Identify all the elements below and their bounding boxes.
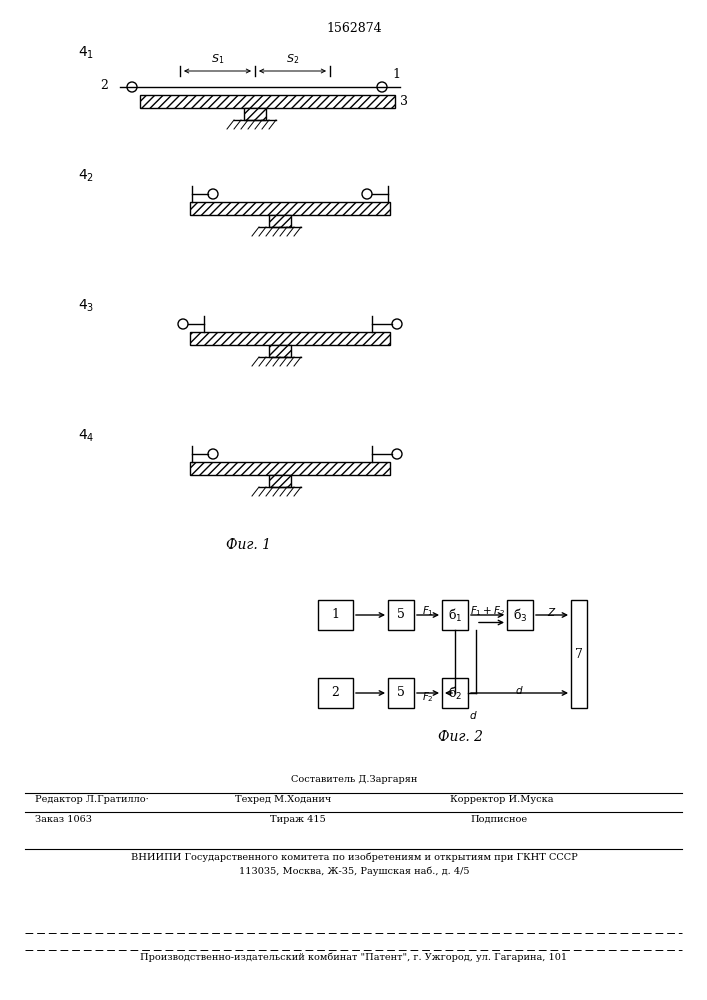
Text: $d$: $d$ — [515, 684, 524, 696]
Bar — [442, 600, 468, 630]
Bar — [190, 462, 390, 475]
Text: $4_2$: $4_2$ — [78, 168, 94, 184]
Text: Производственно-издательский комбинат "Патент", г. Ужгород, ул. Гагарина, 101: Производственно-издательский комбинат "П… — [141, 953, 568, 962]
Text: 2: 2 — [332, 686, 339, 700]
Bar — [269, 475, 291, 487]
Text: Техред М.Ходанич: Техред М.Ходанич — [235, 795, 332, 804]
Bar — [269, 215, 291, 227]
Text: 5: 5 — [397, 686, 405, 700]
Text: $4_1$: $4_1$ — [78, 45, 94, 61]
Text: б$_1$: б$_1$ — [448, 606, 462, 624]
Text: Фиг. 1: Фиг. 1 — [226, 538, 271, 552]
Text: 3: 3 — [400, 95, 408, 108]
Text: Тираж 415: Тираж 415 — [270, 815, 326, 824]
Text: б$_3$: б$_3$ — [513, 606, 527, 624]
Bar — [190, 332, 390, 345]
Text: 5: 5 — [397, 608, 405, 621]
Text: $S_2$: $S_2$ — [286, 52, 299, 66]
Text: 1562874: 1562874 — [326, 22, 382, 35]
Bar — [269, 345, 291, 357]
Text: $Z$: $Z$ — [547, 606, 557, 618]
Bar — [388, 678, 414, 708]
Text: 2: 2 — [100, 79, 108, 92]
Bar — [507, 600, 533, 630]
Text: $4_3$: $4_3$ — [78, 298, 94, 314]
Text: 1: 1 — [392, 68, 400, 81]
Text: Составитель Д.Заргарян: Составитель Д.Заргарян — [291, 775, 417, 784]
Text: $d$: $d$ — [469, 709, 478, 721]
Text: 7: 7 — [575, 648, 583, 660]
Text: Подписное: Подписное — [470, 815, 527, 824]
Text: Корректор И.Муска: Корректор И.Муска — [450, 795, 554, 804]
Text: $F_1+F_2$: $F_1+F_2$ — [469, 604, 506, 618]
Text: 113035, Москва, Ж-35, Раушская наб., д. 4/5: 113035, Москва, Ж-35, Раушская наб., д. … — [239, 867, 469, 876]
Text: 1: 1 — [332, 608, 339, 621]
Bar — [190, 202, 390, 215]
Text: Редактор Л.Гратилло·: Редактор Л.Гратилло· — [35, 795, 148, 804]
Text: Заказ 1063: Заказ 1063 — [35, 815, 92, 824]
Text: б$_2$: б$_2$ — [448, 684, 462, 702]
Text: Фиг. 2: Фиг. 2 — [438, 730, 482, 744]
Text: $F_2$: $F_2$ — [422, 690, 434, 704]
Bar — [571, 600, 587, 708]
Bar — [140, 95, 395, 108]
Bar — [388, 600, 414, 630]
Bar — [244, 108, 266, 120]
Text: $4_4$: $4_4$ — [78, 428, 95, 444]
Bar — [318, 678, 353, 708]
Text: ВНИИПИ Государственного комитета по изобретениям и открытиям при ГКНТ СССР: ВНИИПИ Государственного комитета по изоб… — [131, 852, 578, 861]
Text: $F_1$: $F_1$ — [422, 604, 434, 618]
Bar — [442, 678, 468, 708]
Bar — [318, 600, 353, 630]
Text: $S_1$: $S_1$ — [211, 52, 224, 66]
